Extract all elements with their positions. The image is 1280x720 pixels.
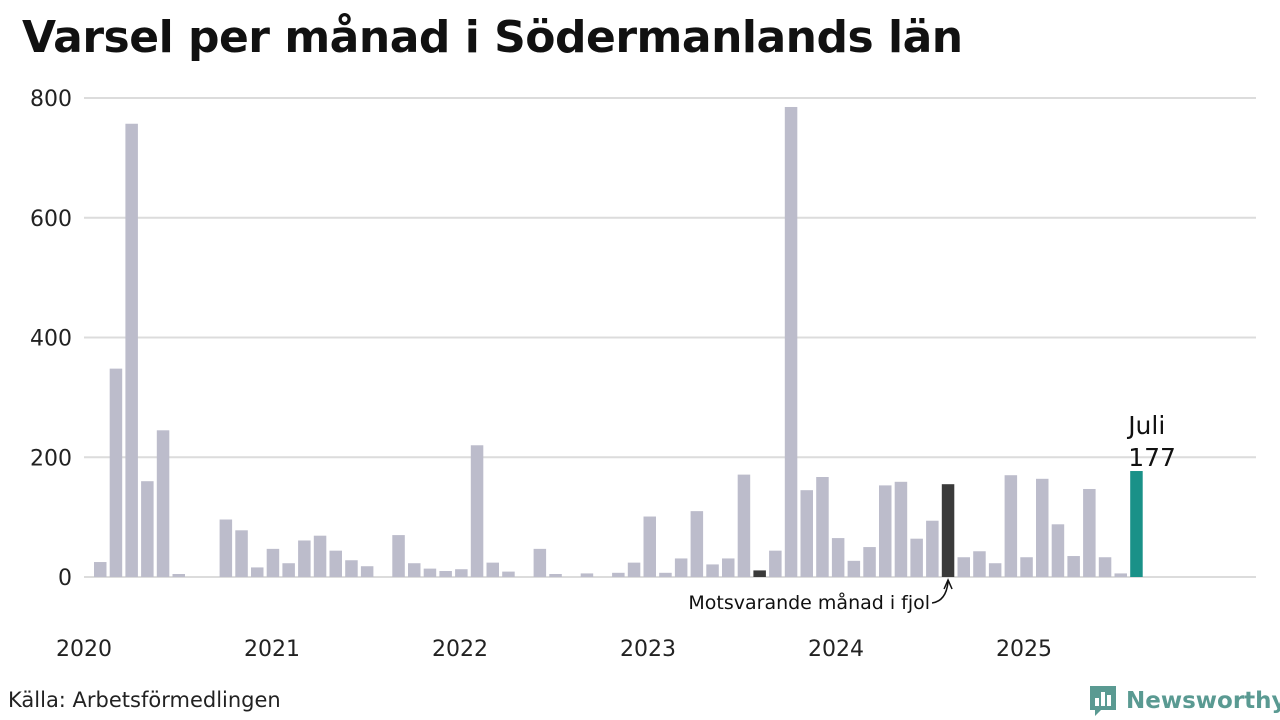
- highlight-month-label: Juli: [1126, 411, 1165, 440]
- grid-lines: [84, 97, 1256, 578]
- highlight-value-label: 177: [1128, 443, 1176, 472]
- bar: [784, 106, 798, 577]
- arrow-line: [931, 581, 949, 604]
- y-tick-label: 600: [30, 207, 72, 232]
- bar: [549, 574, 562, 577]
- bar: [219, 519, 233, 577]
- bar: [172, 574, 185, 577]
- annotations: Juli 177 Motsvarande månad i fjol: [688, 411, 1176, 614]
- bar: [627, 562, 641, 577]
- bar: [533, 548, 547, 577]
- bar: [894, 481, 908, 577]
- bar: [737, 474, 751, 577]
- bar: [1036, 478, 1049, 577]
- bar: [360, 566, 374, 577]
- bar: [706, 564, 719, 577]
- bar: [753, 570, 766, 577]
- x-tick-label: 2021: [244, 637, 300, 662]
- bar: [502, 571, 515, 577]
- bar: [879, 485, 892, 577]
- bar: [109, 368, 123, 577]
- bar: [1130, 471, 1143, 577]
- bar: [769, 550, 782, 577]
- bar: [722, 558, 735, 577]
- brand-name: Newsworthy: [1126, 688, 1280, 714]
- previous-year-label: Motsvarande månad i fjol: [688, 591, 930, 614]
- y-tick-label: 400: [30, 327, 72, 352]
- bar: [1067, 556, 1080, 577]
- bar: [659, 572, 672, 577]
- bar: [298, 540, 311, 577]
- bar: [1114, 573, 1127, 577]
- bar: [910, 538, 923, 577]
- bar: [690, 511, 704, 577]
- bar: [941, 484, 955, 577]
- x-tick-label: 2025: [996, 637, 1052, 662]
- bar: [1051, 524, 1065, 577]
- y-axis-labels: 0 200 400 600 800: [30, 87, 72, 591]
- bar: [156, 430, 170, 577]
- y-tick-label: 800: [30, 87, 72, 112]
- bar: [847, 560, 861, 577]
- bar: [329, 550, 342, 577]
- bar: [439, 571, 452, 577]
- bar: [1098, 557, 1112, 577]
- bar: [973, 551, 986, 577]
- bar: [408, 563, 421, 577]
- bar: [94, 562, 107, 577]
- bar: [926, 520, 939, 577]
- x-tick-label: 2023: [620, 637, 676, 662]
- bar: [831, 538, 845, 577]
- arrow-head: [943, 578, 953, 590]
- x-tick-label: 2024: [808, 637, 864, 662]
- chart-title: Varsel per månad i Södermanlands län: [22, 12, 963, 63]
- x-axis-labels: 2020 2021 2022 2023 2024 2025: [56, 637, 1052, 662]
- bar: [345, 560, 358, 577]
- bar: [580, 573, 594, 577]
- newsworthy-logo: Newsworthy: [1088, 684, 1280, 718]
- bar: [816, 477, 829, 577]
- source-credit: Källa: Arbetsförmedlingen: [8, 688, 281, 712]
- bar: [455, 569, 468, 577]
- bar: [800, 490, 813, 577]
- bar: [988, 563, 1002, 577]
- bar: [251, 567, 264, 577]
- bar: [392, 535, 405, 577]
- bar: [957, 557, 970, 577]
- y-tick-label: 0: [58, 566, 72, 591]
- bars: [94, 106, 1143, 577]
- bar-chart-logo-icon: [1090, 686, 1116, 716]
- x-tick-label: 2022: [432, 637, 488, 662]
- bar: [125, 123, 138, 577]
- bar: [643, 516, 656, 577]
- bar: [423, 568, 437, 577]
- bar: [235, 530, 248, 577]
- bar: [282, 563, 295, 577]
- bar: [266, 548, 280, 577]
- x-tick-label: 2020: [56, 637, 112, 662]
- bar: [612, 572, 625, 577]
- bar: [863, 547, 876, 577]
- bar: [141, 481, 154, 577]
- y-tick-label: 200: [30, 446, 72, 471]
- bar: [1083, 488, 1096, 577]
- bar: [674, 558, 688, 577]
- bar: [313, 535, 327, 577]
- bar: [1004, 475, 1018, 577]
- bar: [486, 562, 499, 577]
- bar: [1020, 557, 1033, 577]
- bar: [470, 445, 484, 577]
